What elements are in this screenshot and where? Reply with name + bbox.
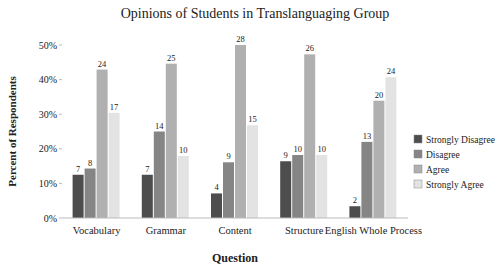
- count-label: 28: [236, 34, 245, 44]
- bar: [73, 175, 84, 218]
- bar: [154, 132, 165, 219]
- bar: [385, 77, 396, 218]
- x-tick-label: Structure: [285, 225, 324, 236]
- bar-labels: 774928149101324252826201710151024: [76, 34, 396, 205]
- bar: [361, 142, 372, 218]
- count-label: 2: [353, 195, 357, 205]
- legend-swatch: [414, 135, 422, 143]
- y-tick-label: 30%: [39, 109, 57, 120]
- y-tick-label: 10%: [39, 178, 57, 189]
- count-label: 9: [284, 150, 288, 160]
- count-label: 25: [167, 53, 176, 63]
- chart-svg: Opinions of Students in Translanguaging …: [0, 0, 500, 276]
- bar: [247, 125, 258, 218]
- legend: Strongly Disagree Disagree Agree Strongly A…: [414, 135, 495, 190]
- legend-label: Agree: [426, 165, 449, 175]
- count-label: 10: [317, 144, 326, 154]
- y-tick: [59, 114, 62, 115]
- y-axis-label: Percent of Respondents: [6, 76, 18, 187]
- count-label: 8: [88, 158, 92, 168]
- x-tick-label: Vocabulary: [73, 225, 121, 236]
- y-tick-label: 20%: [39, 143, 57, 154]
- bar: [166, 64, 177, 218]
- count-label: 7: [76, 164, 80, 174]
- bar: [373, 101, 384, 218]
- count-label: 14: [155, 121, 164, 131]
- legend-swatch: [414, 165, 422, 173]
- y-tick: [59, 183, 62, 184]
- bar: [223, 162, 234, 218]
- legend-label: Disagree: [426, 150, 460, 160]
- legend-label: Strongly Disagree: [426, 135, 495, 145]
- y-tick: [59, 45, 62, 46]
- count-label: 7: [145, 164, 149, 174]
- count-label: 15: [248, 114, 257, 124]
- bar: [349, 206, 360, 218]
- bar: [97, 70, 108, 218]
- x-axis-line: [62, 218, 408, 219]
- count-label: 4: [214, 182, 219, 192]
- bar: [109, 113, 120, 218]
- chart-title: Opinions of Students in Translanguaging …: [121, 6, 390, 21]
- bar: [304, 54, 315, 218]
- count-label: 13: [363, 131, 372, 141]
- x-tick-label: Content: [218, 225, 251, 236]
- x-tick-label: Grammar: [146, 225, 187, 236]
- bar: [85, 169, 96, 218]
- x-axis-label: Question: [212, 251, 258, 265]
- bar: [235, 45, 246, 218]
- y-tick: [59, 218, 62, 219]
- legend-swatch: [414, 180, 422, 188]
- bars: [73, 45, 397, 218]
- bar: [211, 193, 222, 218]
- count-label: 9: [226, 151, 230, 161]
- count-label: 24: [98, 59, 107, 69]
- bar: [178, 156, 189, 218]
- y-tick-label: 50%: [39, 40, 57, 51]
- bar: [316, 155, 327, 218]
- count-label: 10: [293, 144, 302, 154]
- chart-container: Opinions of Students in Translanguaging …: [0, 0, 500, 276]
- x-tick-label: English Whole Process: [325, 225, 422, 236]
- bar: [292, 155, 303, 218]
- count-label: 10: [179, 145, 188, 155]
- legend-label: Strongly Agree: [426, 180, 484, 190]
- count-label: 17: [110, 102, 119, 112]
- legend-swatch: [414, 150, 422, 158]
- count-label: 24: [387, 66, 396, 76]
- bar: [280, 161, 291, 218]
- y-tick-label: 40%: [39, 74, 57, 85]
- bar: [142, 175, 153, 218]
- y-tick: [59, 148, 62, 149]
- y-tick: [59, 79, 62, 80]
- y-tick-label: 0%: [44, 213, 57, 224]
- count-label: 26: [305, 43, 314, 53]
- count-label: 20: [375, 90, 384, 100]
